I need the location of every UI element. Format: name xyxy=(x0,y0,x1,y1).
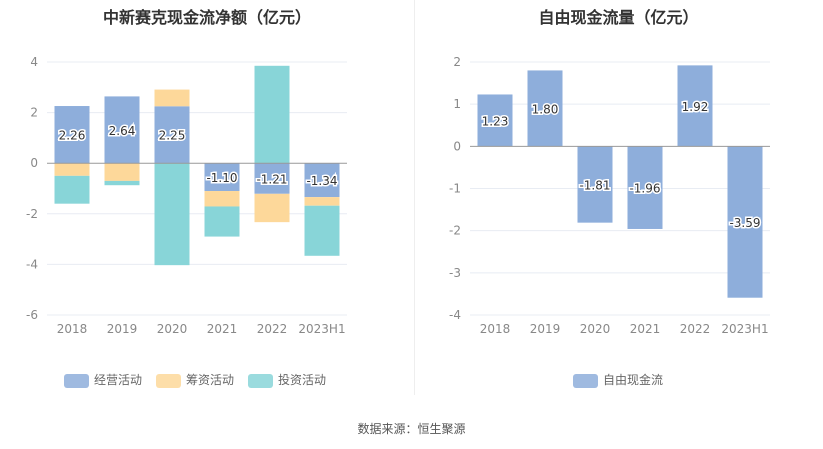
y-tick-label: -6 xyxy=(26,308,38,322)
y-tick-label: 0 xyxy=(30,156,38,170)
x-tick-label: 2020 xyxy=(157,322,188,336)
x-tick-label: 2018 xyxy=(57,322,88,336)
x-tick-label: 2019 xyxy=(107,322,138,336)
y-tick-label: 1 xyxy=(453,97,461,111)
bar-自由现金流 xyxy=(627,146,663,229)
data-source: 数据来源：恒生聚源 xyxy=(357,422,466,436)
data-label: 2.64 xyxy=(109,124,136,138)
bar-经营活动 xyxy=(254,163,290,194)
legend-swatch xyxy=(248,373,274,388)
bar-自由现金流 xyxy=(577,146,613,223)
y-tick-label: -4 xyxy=(26,257,38,271)
bar-投资活动 xyxy=(154,163,190,266)
data-label: 2.25 xyxy=(159,129,186,143)
data-label: -1.10 xyxy=(206,171,237,185)
y-tick-label: 2 xyxy=(453,55,461,69)
bar-经营活动 xyxy=(104,96,140,164)
bar-经营活动 xyxy=(204,163,240,192)
y-tick-label: 2 xyxy=(30,106,38,120)
x-tick-label: 2018 xyxy=(480,322,511,336)
legend-swatch xyxy=(156,373,182,388)
y-tick-label: -3 xyxy=(449,266,461,280)
data-label: 1.80 xyxy=(532,102,559,116)
legend-item[interactable]: 自由现金流 xyxy=(573,371,663,388)
legend-item[interactable]: 投资活动 xyxy=(248,371,326,388)
bar-经营活动 xyxy=(304,163,340,198)
bar-自由现金流 xyxy=(677,65,713,147)
bar-投资活动 xyxy=(204,206,240,237)
data-label: -1.21 xyxy=(256,173,287,187)
data-label: -1.34 xyxy=(306,174,337,188)
x-tick-label: 2019 xyxy=(530,322,561,336)
y-tick-label: -1 xyxy=(449,182,461,196)
x-tick-label: 2022 xyxy=(680,322,711,336)
x-tick-label: 2021 xyxy=(207,322,238,336)
legend-swatch xyxy=(573,373,598,388)
x-tick-label: 2022 xyxy=(257,322,288,336)
legend-item[interactable]: 经营活动 xyxy=(64,371,142,388)
bar-筹资活动 xyxy=(54,163,90,176)
bar-投资活动 xyxy=(254,65,290,164)
data-label: 2.26 xyxy=(59,129,86,143)
bar-投资活动 xyxy=(54,175,90,204)
legend-label: 投资活动 xyxy=(278,373,327,387)
bar-筹资活动 xyxy=(104,163,140,181)
x-tick-label: 2023H1 xyxy=(298,322,345,336)
left-chart-title: 中新赛克现金流净额（亿元） xyxy=(102,8,311,27)
data-label: 1.23 xyxy=(482,114,509,128)
bar-投资活动 xyxy=(104,180,140,186)
x-tick-label: 2023H1 xyxy=(721,322,768,336)
x-tick-label: 2021 xyxy=(630,322,661,336)
right-chart-title: 自由现金流量（亿元） xyxy=(538,8,699,27)
left-legend: 经营活动 筹资活动 投资活动 xyxy=(64,371,326,388)
y-tick-label: -4 xyxy=(449,308,461,322)
y-tick-label: -2 xyxy=(26,207,38,221)
data-label: -3.59 xyxy=(729,216,760,230)
bar-自由现金流 xyxy=(527,70,563,147)
bar-自由现金流 xyxy=(727,146,763,298)
data-label: -1.81 xyxy=(579,178,610,192)
bar-筹资活动 xyxy=(254,193,290,223)
legend-label: 自由现金流 xyxy=(603,373,664,387)
legend-label: 筹资活动 xyxy=(186,373,235,387)
bar-经营活动 xyxy=(54,106,90,164)
y-tick-label: 0 xyxy=(453,139,461,153)
divider xyxy=(414,0,415,395)
legend-label: 经营活动 xyxy=(94,373,143,387)
data-label: 1.92 xyxy=(682,100,709,114)
bar-筹资活动 xyxy=(154,89,190,107)
bar-自由现金流 xyxy=(477,94,513,147)
bar-筹资活动 xyxy=(304,197,340,206)
bar-经营活动 xyxy=(154,106,190,164)
bar-投资活动 xyxy=(304,205,340,256)
bar-筹资活动 xyxy=(204,191,240,207)
legend-item[interactable]: 筹资活动 xyxy=(156,371,234,388)
right-legend: 自由现金流 xyxy=(573,371,663,388)
x-tick-label: 2020 xyxy=(580,322,611,336)
data-label: -1.96 xyxy=(629,182,660,196)
legend-swatch xyxy=(64,373,89,388)
y-tick-label: -2 xyxy=(449,224,461,238)
y-tick-label: 4 xyxy=(30,55,38,69)
